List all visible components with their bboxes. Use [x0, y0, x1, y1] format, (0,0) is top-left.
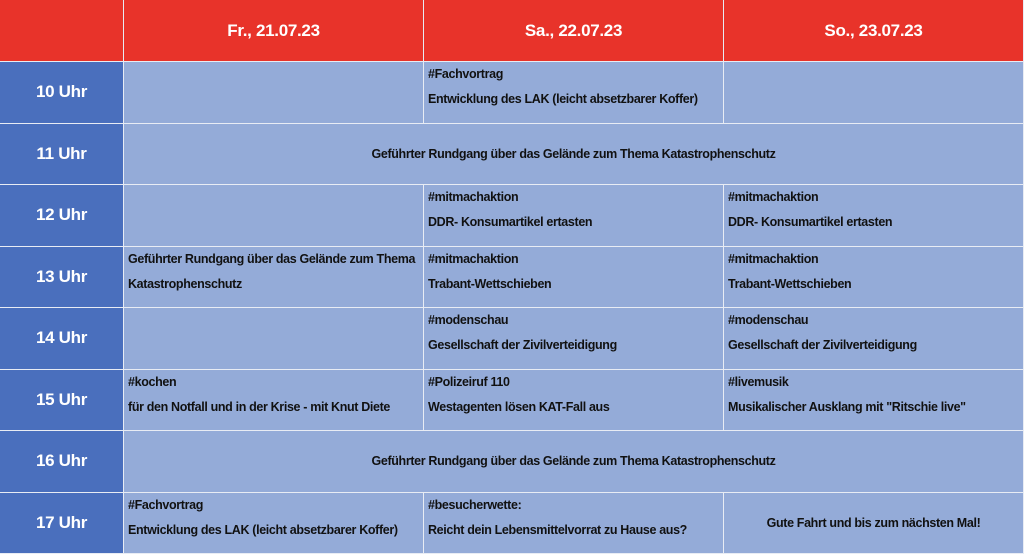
- day-header-sat: Sa., 22.07.23: [424, 0, 724, 62]
- event-tag: #Polizeiruf 110: [428, 374, 510, 389]
- empty-cell: [724, 62, 1024, 124]
- event-tag: #livemusik: [728, 374, 789, 389]
- event-cell: #modenschau Gesellschaft der Zivilverteid…: [424, 308, 724, 370]
- event-title: Westagenten lösen KAT-Fall aus: [428, 399, 610, 414]
- event-tag: #modenschau: [728, 313, 809, 327]
- event-title: Gesellschaft der Zivilverteidigung: [428, 338, 617, 352]
- event-tag: [728, 66, 1019, 91]
- event-tag: [128, 312, 419, 337]
- time-label: 10 Uhr: [0, 62, 124, 124]
- header-corner: [0, 0, 124, 62]
- event-tag: #mitmachaktion: [728, 190, 819, 204]
- event-tag: [128, 189, 419, 214]
- event-title: Entwicklung des LAK (leicht absetzbarer …: [428, 92, 698, 106]
- time-label: 11 Uhr: [0, 123, 124, 185]
- event-cell: #modenschau Gesellschaft der Zivilverteid…: [724, 308, 1024, 370]
- event-tag: #Fachvortrag: [128, 497, 203, 512]
- event-title: Katastrophenschutz: [128, 276, 242, 291]
- event-tag: #mitmachaktion: [428, 251, 519, 266]
- time-label: 14 Uhr: [0, 308, 124, 370]
- event-tag: #kochen: [128, 374, 177, 389]
- event-title: Entwicklung des LAK (leicht absetzbarer …: [128, 522, 398, 537]
- event-title: Trabant-Wettschieben: [428, 276, 552, 291]
- time-label: 13 Uhr: [0, 246, 124, 308]
- event-title: für den Notfall und in der Krise - mit K…: [128, 399, 391, 414]
- event-cell: #livemusik Musikalischer Ausklang mit "Ri…: [724, 369, 1024, 431]
- event-cell: #besucherwette: Reicht dein Lebensmittelv…: [424, 492, 724, 554]
- event-tag: #besucherwette:: [428, 497, 522, 512]
- event-tag: #Fachvortrag: [428, 67, 503, 81]
- event-cell: #mitmachaktion Trabant-Wettschieben: [724, 246, 1024, 308]
- event-cell: #Polizeiruf 110 Westagenten lösen KAT-Fal…: [424, 369, 724, 431]
- time-label: 15 Uhr: [0, 369, 124, 431]
- event-title: [128, 214, 419, 239]
- event-title: Trabant-Wettschieben: [728, 276, 852, 291]
- event-cell: #mitmachaktion DDR- Konsumartikel ertaste…: [424, 185, 724, 247]
- day-header-fri: Fr., 21.07.23: [124, 0, 424, 62]
- event-title: Reicht dein Lebensmittelvorrat zu Hause …: [428, 522, 687, 537]
- empty-cell: [124, 62, 424, 124]
- event-tag: Geführter Rundgang über das Gelände zum …: [128, 251, 416, 266]
- event-title: [128, 91, 419, 116]
- event-title: Musikalischer Ausklang mit "Ritschie liv…: [728, 399, 966, 414]
- empty-cell: [124, 308, 424, 370]
- time-label: 12 Uhr: [0, 185, 124, 247]
- event-cell: Geführter Rundgang über das Gelände zum …: [124, 246, 424, 308]
- event-tag: #mitmachaktion: [428, 190, 519, 204]
- event-cell: #Fachvortrag Entwicklung des LAK (leicht …: [424, 62, 724, 124]
- event-cell: #Fachvortrag Entwicklung des LAK (leicht …: [124, 492, 424, 554]
- event-cell-spanning: Geführter Rundgang über das Gelände zum …: [124, 123, 1024, 185]
- event-cell: Gute Fahrt und bis zum nächsten Mal!: [724, 492, 1024, 554]
- event-cell-spanning: Geführter Rundgang über das Gelände zum …: [124, 431, 1024, 493]
- event-tag: #modenschau: [428, 313, 509, 327]
- event-tag: #mitmachaktion: [728, 251, 819, 266]
- event-cell: #kochen für den Notfall und in der Krise …: [124, 369, 424, 431]
- event-cell: #mitmachaktion DDR- Konsumartikel ertaste…: [724, 185, 1024, 247]
- event-title: [728, 91, 1019, 116]
- event-title: DDR- Konsumartikel ertasten: [428, 215, 593, 229]
- event-tag: [128, 66, 419, 91]
- event-cell: #mitmachaktion Trabant-Wettschieben: [424, 246, 724, 308]
- time-label: 16 Uhr: [0, 431, 124, 493]
- empty-cell: [124, 185, 424, 247]
- day-header-sun: So., 23.07.23: [724, 0, 1024, 62]
- event-title: DDR- Konsumartikel ertasten: [728, 215, 893, 229]
- event-title: Gesellschaft der Zivilverteidigung: [728, 338, 917, 352]
- time-label: 17 Uhr: [0, 492, 124, 554]
- event-title: [128, 337, 419, 362]
